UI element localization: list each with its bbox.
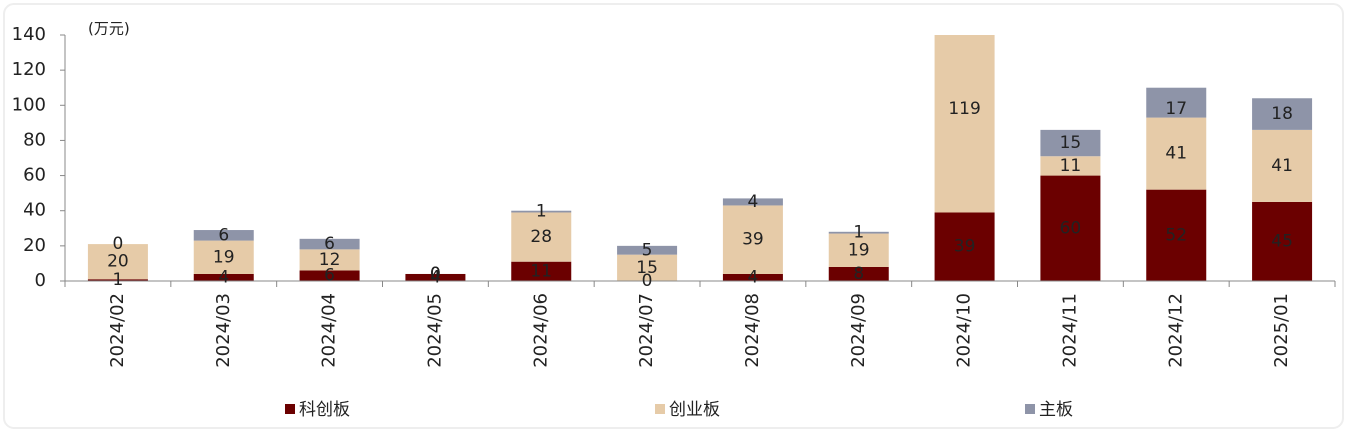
legend-label: 主板 — [1039, 400, 1073, 420]
legend-swatch — [655, 404, 665, 414]
data-label: 12 — [319, 250, 341, 270]
x-tick-label: 2024/03 — [213, 293, 234, 368]
legend-label: 科创板 — [299, 400, 350, 420]
data-label: 17 — [1165, 99, 1187, 119]
legend-label: 创业板 — [669, 400, 720, 420]
data-label: 1 — [113, 270, 124, 290]
data-label: 41 — [1165, 144, 1187, 164]
y-tick-label: 140 — [12, 24, 46, 45]
data-label: 0 — [430, 264, 441, 284]
data-label: 19 — [213, 247, 235, 267]
bar-segment — [828, 231, 889, 234]
panel — [3, 3, 1344, 429]
x-tick-label: 2024/07 — [636, 293, 657, 368]
data-label: 1 — [536, 202, 547, 222]
bar-segment — [299, 249, 360, 271]
y-tick-label: 100 — [12, 94, 46, 115]
bar-segment — [299, 270, 360, 281]
y-tick-label: 0 — [35, 270, 46, 291]
data-label: 39 — [954, 237, 976, 257]
bar-segment — [1252, 98, 1313, 130]
bar-segment — [511, 212, 572, 262]
bar-segment — [405, 273, 466, 281]
y-tick-label: 60 — [23, 165, 46, 186]
bar-segment — [722, 273, 783, 281]
x-tick-label: 2024/08 — [742, 293, 763, 368]
x-tick-label: 2024/04 — [319, 293, 340, 368]
bar-segment — [299, 238, 360, 250]
data-label: 6 — [324, 234, 335, 254]
bar-segment — [1146, 189, 1207, 281]
x-tick-label: 2024/10 — [954, 293, 975, 368]
bar-segment — [617, 245, 678, 255]
bar-segment — [193, 240, 254, 274]
x-tick-label: 2024/12 — [1165, 293, 1186, 368]
data-label: 15 — [636, 258, 658, 278]
y-tick-label: 80 — [23, 129, 46, 150]
data-label: 119 — [948, 99, 980, 119]
bar-segment — [617, 254, 678, 281]
data-label: 15 — [1060, 133, 1082, 153]
plot-area — [87, 35, 1313, 281]
data-label: 1 — [853, 223, 864, 243]
bar-segment — [1146, 87, 1207, 118]
bar-segment — [722, 198, 783, 206]
x-tick-label: 2024/06 — [530, 293, 551, 368]
bar-segment — [1146, 117, 1207, 190]
data-label: 52 — [1165, 225, 1187, 245]
data-label: 4 — [218, 267, 229, 287]
bar-segment — [934, 212, 995, 281]
y-tick-label: 20 — [23, 235, 46, 256]
bar-segment — [828, 233, 889, 267]
data-label: 19 — [848, 240, 870, 260]
x-tick-label: 2024/02 — [107, 293, 128, 368]
bar-segment — [1040, 156, 1101, 176]
bar-segment — [193, 273, 254, 281]
legend-swatch — [285, 404, 295, 414]
data-label: 28 — [530, 227, 552, 247]
x-tick-label: 2024/09 — [848, 293, 869, 368]
data-label: 41 — [1271, 156, 1293, 176]
bar-segment — [1040, 129, 1101, 157]
data-label: 11 — [530, 261, 552, 281]
data-label: 4 — [430, 267, 441, 287]
unit-label: (万元) — [88, 20, 130, 38]
data-label: 45 — [1271, 231, 1293, 251]
data-label: 4 — [748, 192, 759, 212]
data-label: 5 — [642, 240, 653, 260]
data-label: 4 — [748, 267, 759, 287]
data-label: 20 — [107, 252, 129, 272]
data-label: 18 — [1271, 104, 1293, 124]
x-tick-label: 2024/11 — [1059, 293, 1080, 368]
bar-segment — [1040, 175, 1101, 281]
bar-segment — [511, 261, 572, 281]
data-label: 60 — [1060, 218, 1082, 238]
bar-segment — [1252, 129, 1313, 202]
bar-segment — [87, 244, 148, 280]
data-label: 39 — [742, 230, 764, 250]
bar-segment — [193, 230, 254, 241]
data-label: 8 — [853, 264, 864, 284]
bar-segment — [828, 266, 889, 281]
data-label: 0 — [642, 271, 653, 291]
x-tick-label: 2025/01 — [1271, 293, 1292, 368]
data-label: 6 — [218, 225, 229, 245]
x-tick-label: 2024/05 — [424, 293, 445, 368]
bar-segment — [1252, 201, 1313, 281]
bar-segment — [87, 279, 148, 281]
legend-swatch — [1025, 404, 1035, 414]
y-tick-label: 40 — [23, 200, 46, 221]
data-label: 11 — [1060, 156, 1082, 176]
bar-segment — [722, 205, 783, 274]
y-tick-label: 120 — [12, 59, 46, 80]
data-label: 0 — [430, 264, 441, 284]
bar-segment — [934, 35, 995, 213]
bar-segment — [511, 210, 572, 213]
data-label: 0 — [113, 234, 124, 254]
data-label: 6 — [324, 266, 335, 286]
